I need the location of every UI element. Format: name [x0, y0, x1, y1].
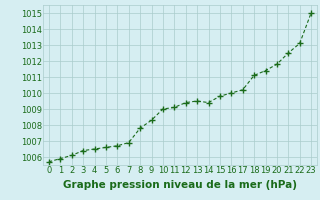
X-axis label: Graphe pression niveau de la mer (hPa): Graphe pression niveau de la mer (hPa) [63, 180, 297, 190]
